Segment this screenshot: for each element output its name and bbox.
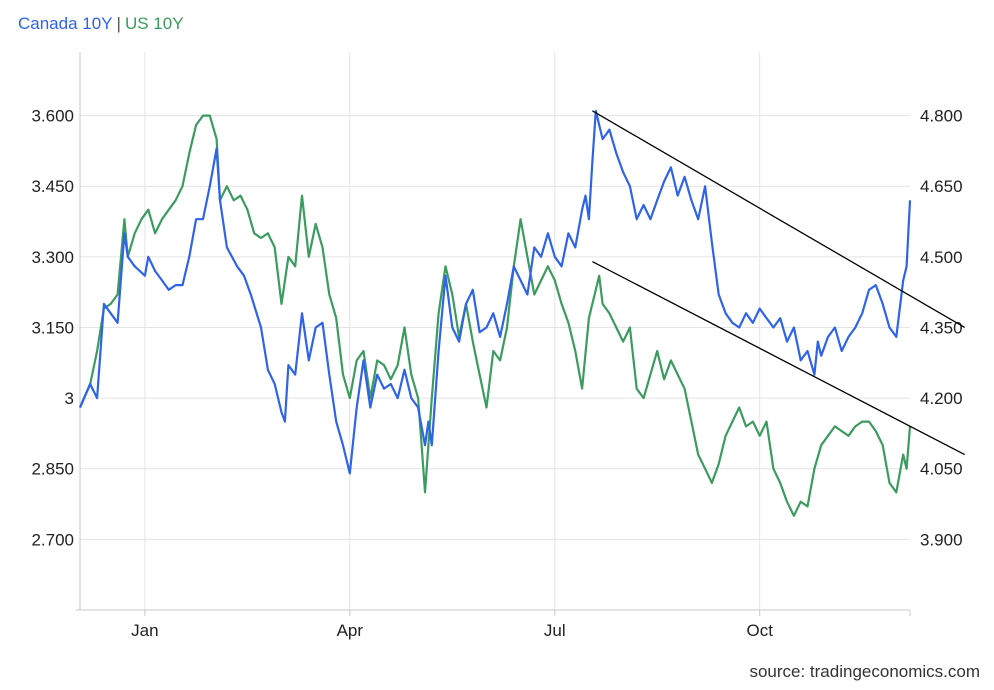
y-tick-label-right: 4.800 — [920, 107, 963, 126]
y-tick-label-right: 4.500 — [920, 248, 963, 267]
y-tick-label-left: 3.300 — [31, 248, 74, 267]
y-tick-label-right: 4.200 — [920, 389, 963, 408]
series-line-canada-10y — [78, 109, 912, 475]
y-tick-label-right: 3.900 — [920, 530, 963, 549]
chart-legend: Canada 10Y | US 10Y — [18, 14, 184, 34]
legend-canada-10y[interactable]: Canada 10Y — [18, 14, 113, 33]
y-tick-label-left: 2.700 — [31, 530, 74, 549]
y-tick-label-left: 3.600 — [31, 107, 74, 126]
y-tick-label-right: 4.350 — [920, 318, 963, 337]
x-tick-label: Apr — [337, 621, 364, 640]
legend-separator: | — [116, 14, 121, 33]
line-chart: 3.600 3.450 3.300 3.150 3 2.850 2.700 4.800 4.65… — [31, 52, 965, 640]
trend-line-2 — [592, 260, 965, 456]
x-tick-label: Oct — [746, 621, 773, 640]
source-credit: source: tradingeconomics.com — [749, 662, 980, 681]
y-tick-label-left: 3 — [65, 389, 74, 408]
y-tick-label-left: 3.150 — [31, 318, 74, 337]
y-tick-label-left: 2.850 — [31, 460, 74, 479]
y-tick-label-right: 4.050 — [920, 460, 963, 479]
y-tick-label-right: 4.650 — [920, 177, 963, 196]
x-tick-label: Jul — [544, 621, 566, 640]
y-tick-label-left: 3.450 — [31, 177, 74, 196]
legend-us-10y[interactable]: US 10Y — [124, 14, 184, 33]
x-tick-label: Jan — [131, 621, 158, 640]
trend-line-1 — [592, 110, 965, 329]
